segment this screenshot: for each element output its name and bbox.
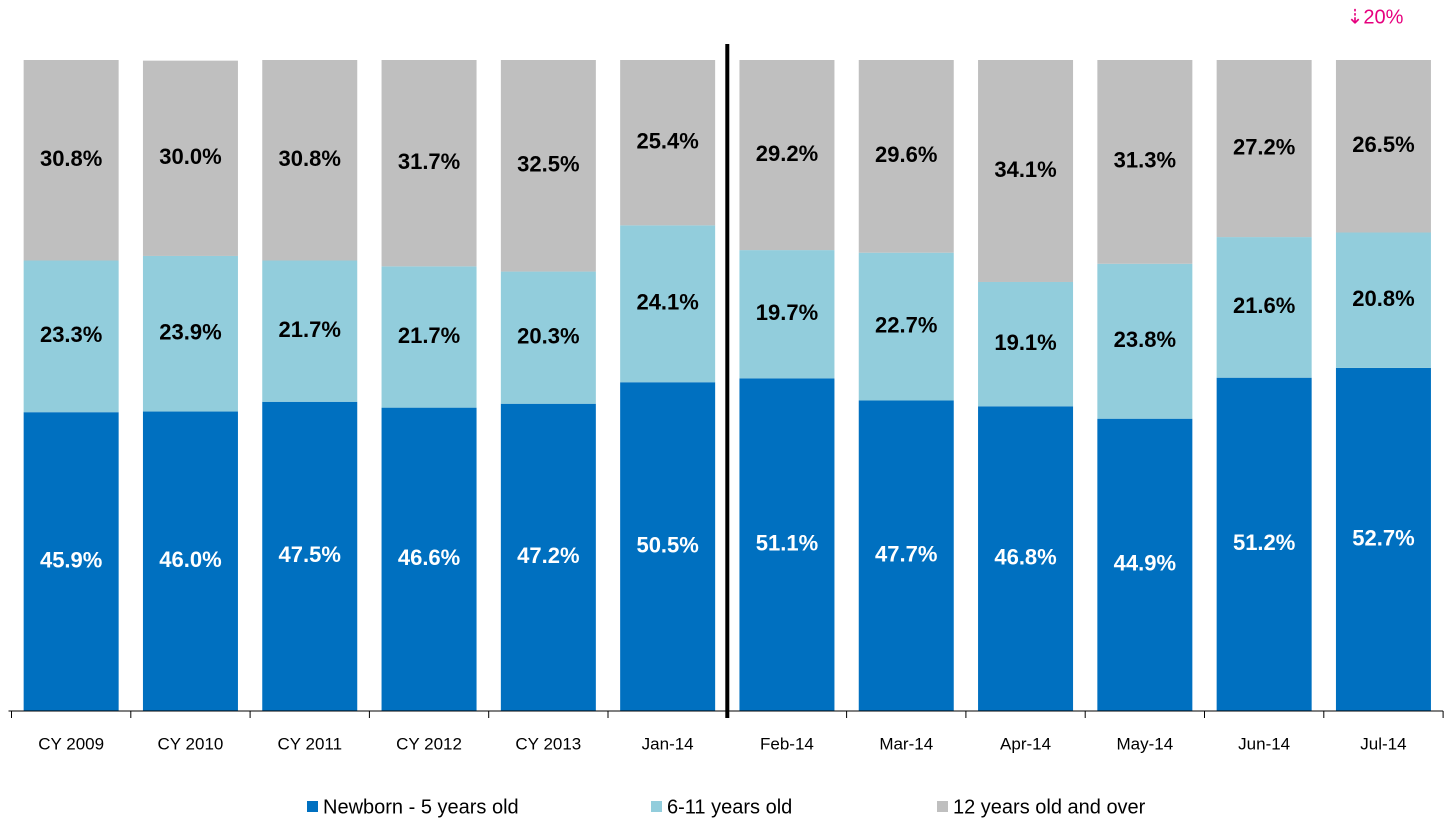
data-label: 19.1% (994, 330, 1056, 355)
bar-segment (978, 281, 1074, 407)
data-label: 51.2% (1233, 530, 1295, 555)
bar-segment (620, 60, 716, 226)
data-label: 23.8% (1114, 327, 1176, 352)
data-label: 23.9% (159, 320, 221, 345)
bar-segment (1216, 60, 1312, 238)
bar-segment (1097, 263, 1193, 419)
data-label: 22.7% (875, 312, 937, 337)
x-tick-label: Jan-14 (642, 734, 694, 753)
bar-segment (381, 60, 477, 267)
data-label: 47.7% (875, 542, 937, 567)
bar-segment (1097, 60, 1193, 264)
data-label: 30.8% (40, 146, 102, 171)
data-label: 25.4% (636, 128, 698, 153)
data-label: 24.1% (636, 290, 698, 315)
bar-segment (739, 378, 835, 711)
legend-swatch (937, 801, 948, 812)
data-label: 20.8% (1352, 286, 1414, 311)
bar-segment (381, 407, 477, 711)
x-tick-label: Feb-14 (760, 734, 814, 753)
data-label: 20.3% (517, 323, 579, 348)
data-label: 34.1% (994, 157, 1056, 182)
legend-label: 6-11 years old (667, 796, 792, 818)
bar-segment (858, 60, 954, 253)
x-tick-label: Mar-14 (879, 734, 933, 753)
data-label: 46.6% (398, 545, 460, 570)
x-tick-label: CY 2009 (38, 734, 104, 753)
bar-segment (23, 412, 119, 711)
annotation: ⇣20% (1347, 6, 1404, 28)
bar-segment (23, 60, 119, 261)
bar-segment (142, 411, 238, 711)
bar-segment (620, 225, 716, 383)
bar-segment (500, 60, 596, 272)
data-label: 30.0% (159, 144, 221, 169)
bar-segment (381, 266, 477, 408)
data-label: 44.9% (1114, 551, 1176, 576)
bar-segment (262, 60, 358, 261)
bar-segment (1335, 232, 1431, 368)
data-label: 31.3% (1114, 148, 1176, 173)
data-label: 26.5% (1352, 132, 1414, 157)
x-tick-label: CY 2011 (277, 734, 342, 753)
data-label: 21.7% (398, 323, 460, 348)
data-label: 47.2% (517, 543, 579, 568)
legend-label: Newborn - 5 years old (323, 796, 519, 818)
x-tick-label: Jul-14 (1360, 734, 1406, 753)
data-label: 19.7% (756, 300, 818, 325)
bar-segment (1216, 377, 1312, 711)
bar-segment (500, 271, 596, 404)
legend-swatch (651, 801, 662, 812)
bar-segment (1335, 367, 1431, 711)
data-label: 31.7% (398, 149, 460, 174)
x-tick-label: Apr-14 (1000, 734, 1051, 753)
data-label: 29.2% (756, 141, 818, 166)
data-label: 23.3% (40, 322, 102, 347)
data-label: 46.0% (159, 547, 221, 572)
bar-segment (500, 403, 596, 711)
bar-segment (858, 252, 954, 401)
legend-swatch (307, 801, 318, 812)
bar-segment (262, 260, 358, 402)
data-label: 32.5% (517, 152, 579, 177)
data-label: 29.6% (875, 142, 937, 167)
x-tick-label: CY 2013 (515, 734, 581, 753)
x-tick-label: CY 2010 (158, 734, 224, 753)
data-label: 45.9% (40, 547, 102, 572)
x-tick-label: Jun-14 (1238, 734, 1290, 753)
legend-label: 12 years old and over (953, 796, 1146, 818)
bar-segment (978, 406, 1074, 711)
bar-segment (739, 250, 835, 379)
data-label: 21.7% (279, 317, 341, 342)
bar-segment (262, 401, 358, 711)
bar-segment (739, 60, 835, 251)
bar-segment (978, 60, 1074, 282)
data-label: 46.8% (994, 544, 1056, 569)
data-label: 51.1% (756, 530, 818, 555)
data-label: 50.5% (636, 532, 698, 557)
bar-segment (23, 260, 119, 413)
data-label: 27.2% (1233, 134, 1295, 159)
x-tick-label: May-14 (1117, 734, 1174, 753)
data-label: 47.5% (279, 542, 341, 567)
data-label: 52.7% (1352, 525, 1414, 550)
x-tick-label: CY 2012 (396, 734, 462, 753)
bar-segment (142, 60, 238, 256)
bar-segment (858, 400, 954, 711)
bar-segment (620, 382, 716, 711)
bar-segment (1097, 418, 1193, 711)
data-label: 30.8% (279, 146, 341, 171)
bar-segment (1335, 60, 1431, 233)
bar-segment (1216, 237, 1312, 378)
bar-segment (142, 255, 238, 412)
data-label: 21.6% (1233, 293, 1295, 318)
